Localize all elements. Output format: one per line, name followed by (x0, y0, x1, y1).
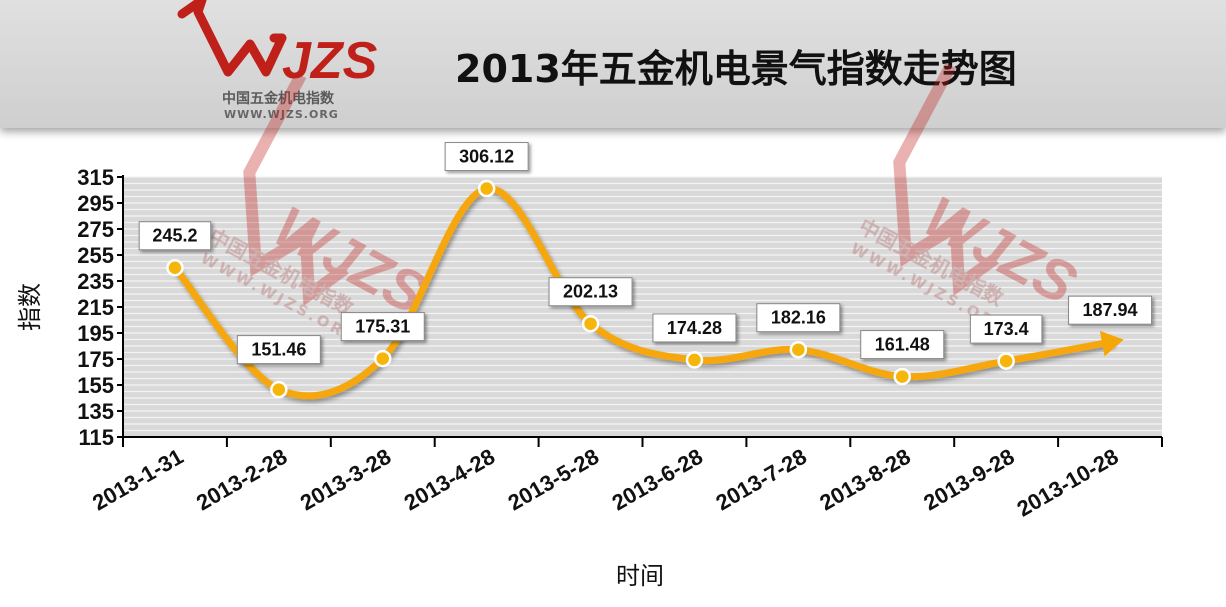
data-label-box (652, 313, 737, 343)
data-label: 202.13 (563, 282, 618, 302)
y-tick-label: 215 (77, 295, 114, 320)
data-label: 161.48 (875, 335, 930, 355)
data-label-box (138, 221, 212, 251)
series-arrowhead (1099, 330, 1124, 357)
data-label-box (236, 335, 321, 365)
x-tick-label: 2013-6-28 (608, 444, 707, 516)
data-label: 174.28 (667, 318, 722, 338)
data-point (789, 340, 808, 359)
data-label: 245.2 (152, 226, 197, 246)
data-point (893, 367, 911, 386)
chart-title: 2013年五金机电景气指数走势图 (455, 47, 1017, 91)
y-tick-label: 195 (77, 321, 114, 346)
x-tick-label: 2013-2-28 (192, 444, 291, 516)
x-tick-label: 2013-8-28 (815, 444, 914, 516)
logo-mark: JZS (177, 0, 378, 90)
x-tick-label: 2013-9-28 (919, 444, 1018, 516)
data-point (270, 380, 288, 399)
data-point (581, 314, 600, 333)
data-label: 173.4 (984, 319, 1029, 339)
data-label: 182.16 (771, 308, 826, 328)
svg-text:JZS: JZS (282, 32, 378, 90)
data-label-box (444, 142, 529, 172)
data-label-box (1068, 295, 1153, 325)
logo-name: 中国五金机电指数 (222, 91, 334, 107)
y-tick-label: 235 (77, 269, 114, 294)
x-tick-label: 2013-3-28 (296, 444, 395, 516)
y-tick-label: 135 (77, 399, 114, 424)
data-label: 187.94 (1083, 300, 1138, 320)
data-label-box (548, 277, 633, 307)
y-tick-label: 295 (77, 191, 114, 216)
x-tick-label: 2013-5-28 (504, 444, 603, 516)
data-label-box (340, 312, 425, 342)
data-label: 175.31 (355, 317, 410, 337)
watermark-arrow (893, 62, 999, 296)
y-tick-label: 275 (77, 217, 114, 242)
data-point (685, 351, 704, 369)
data-label-box (860, 330, 945, 360)
x-tick-label: 2013-7-28 (711, 444, 810, 516)
data-point (374, 349, 392, 368)
data-label-box (969, 314, 1043, 344)
x-axis-title: 时间 (616, 562, 664, 590)
logo-url: WWW.WJZS.ORG (224, 108, 339, 121)
y-tick-label: 175 (77, 347, 114, 372)
data-point (166, 258, 184, 277)
y-tick-label: 255 (77, 243, 114, 268)
data-point (997, 352, 1015, 370)
watermark-arrow (243, 72, 349, 306)
y-tick-label: 115 (79, 425, 115, 450)
data-label: 151.46 (251, 340, 306, 360)
data-label: 306.12 (459, 147, 514, 167)
y-tick-label: 315 (77, 165, 114, 190)
data-label-box (756, 303, 841, 333)
x-tick-label: 2013-10-28 (1013, 444, 1123, 522)
data-point (477, 179, 496, 198)
y-tick-label: 155 (77, 373, 114, 398)
x-tick-label: 2013-4-28 (400, 444, 499, 516)
x-tick-label: 2013-1-31 (88, 444, 187, 516)
y-axis-title: 指数 (16, 283, 44, 331)
